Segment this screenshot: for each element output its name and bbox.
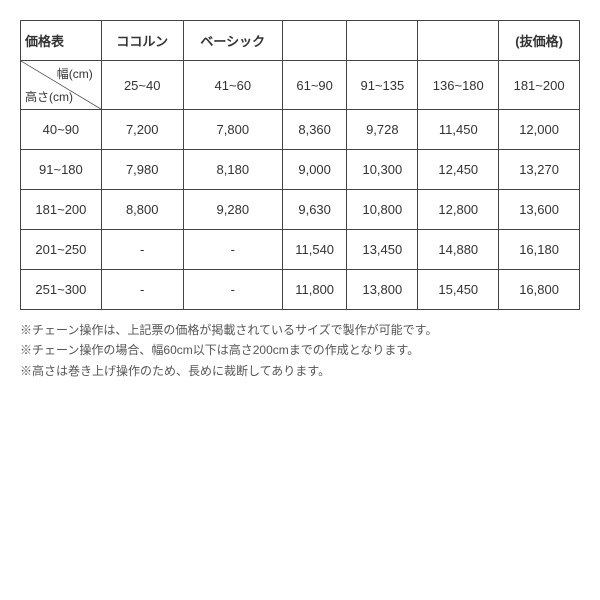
price-cell: 8,180: [183, 150, 282, 190]
price-cell: -: [183, 230, 282, 270]
price-cell: 13,800: [347, 270, 418, 310]
price-cell: 11,800: [282, 270, 346, 310]
table-title: 価格表: [21, 21, 102, 61]
price-cell: 10,800: [347, 190, 418, 230]
price-cell: -: [101, 230, 183, 270]
brand-2: ベーシック: [183, 21, 282, 61]
height-cell: 251~300: [21, 270, 102, 310]
price-cell: 7,800: [183, 110, 282, 150]
width-col-5: 181~200: [499, 61, 580, 110]
height-cell: 40~90: [21, 110, 102, 150]
width-col-2: 61~90: [282, 61, 346, 110]
width-col-3: 91~135: [347, 61, 418, 110]
price-cell: 8,360: [282, 110, 346, 150]
table-row: 251~300 - - 11,800 13,800 15,450 16,800: [21, 270, 580, 310]
height-label: 高さ(cm): [25, 88, 73, 105]
width-col-0: 25~40: [101, 61, 183, 110]
width-label: 幅(cm): [57, 65, 93, 82]
width-col-1: 41~60: [183, 61, 282, 110]
table-row: 40~90 7,200 7,800 8,360 9,728 11,450 12,…: [21, 110, 580, 150]
price-cell: -: [101, 270, 183, 310]
diagonal-header: 幅(cm) 高さ(cm): [21, 61, 102, 110]
table-row: 181~200 8,800 9,280 9,630 10,800 12,800 …: [21, 190, 580, 230]
price-cell: 12,450: [418, 150, 499, 190]
price-cell: 13,270: [499, 150, 580, 190]
price-cell: 9,630: [282, 190, 346, 230]
price-cell: 11,540: [282, 230, 346, 270]
table-row: 91~180 7,980 8,180 9,000 10,300 12,450 1…: [21, 150, 580, 190]
price-cell: 9,728: [347, 110, 418, 150]
notes-block: ※チェーン操作は、上記票の価格が掲載されているサイズで製作が可能です。 ※チェー…: [20, 320, 580, 381]
price-cell: 14,880: [418, 230, 499, 270]
price-cell: 7,200: [101, 110, 183, 150]
note-line: ※チェーン操作の場合、幅60cm以下は高さ200cmまでの作成となります。: [20, 340, 580, 360]
note-line: ※高さは巻き上げ操作のため、長めに裁断してあります。: [20, 361, 580, 381]
header-col-4: [282, 21, 346, 61]
header-row-2: 幅(cm) 高さ(cm) 25~40 41~60 61~90 91~135 13…: [21, 61, 580, 110]
height-cell: 201~250: [21, 230, 102, 270]
header-col-6: [418, 21, 499, 61]
price-cell: -: [183, 270, 282, 310]
brand-1: ココルン: [101, 21, 183, 61]
price-cell: 11,450: [418, 110, 499, 150]
price-cell: 9,000: [282, 150, 346, 190]
header-row-1: 価格表 ココルン ベーシック (抜価格): [21, 21, 580, 61]
price-cell: 15,450: [418, 270, 499, 310]
price-cell: 8,800: [101, 190, 183, 230]
price-cell: 12,000: [499, 110, 580, 150]
price-cell: 16,800: [499, 270, 580, 310]
price-cell: 13,450: [347, 230, 418, 270]
price-cell: 13,600: [499, 190, 580, 230]
table-row: 201~250 - - 11,540 13,450 14,880 16,180: [21, 230, 580, 270]
height-cell: 181~200: [21, 190, 102, 230]
width-col-4: 136~180: [418, 61, 499, 110]
price-note: (抜価格): [499, 21, 580, 61]
price-cell: 7,980: [101, 150, 183, 190]
price-cell: 16,180: [499, 230, 580, 270]
price-table: 価格表 ココルン ベーシック (抜価格) 幅(cm) 高さ(cm) 25~40 …: [20, 20, 580, 310]
price-cell: 12,800: [418, 190, 499, 230]
price-cell: 10,300: [347, 150, 418, 190]
height-cell: 91~180: [21, 150, 102, 190]
price-cell: 9,280: [183, 190, 282, 230]
header-col-5: [347, 21, 418, 61]
note-line: ※チェーン操作は、上記票の価格が掲載されているサイズで製作が可能です。: [20, 320, 580, 340]
